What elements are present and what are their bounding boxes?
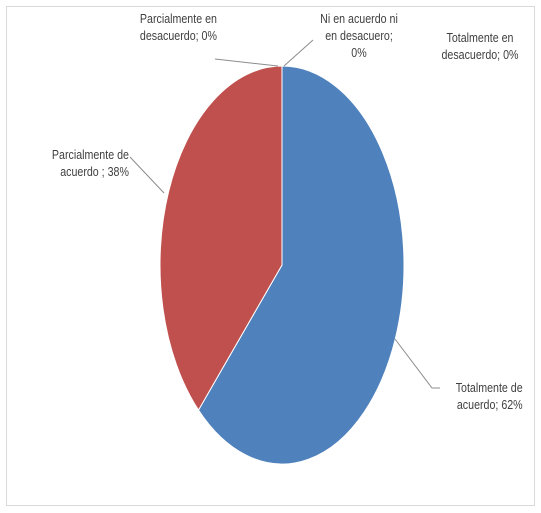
pie-slice-totalmente-de-acuerdo	[197, 65, 405, 465]
leader-line-ni-en-acuerdo	[283, 39, 314, 67]
data-label-parcialmente-en-desacuerdo: Parcialmente en desacuerdo; 0%	[139, 11, 217, 43]
data-label-totalmente-de-acuerdo: Totalmente de acuerdo; 62%	[456, 380, 523, 412]
data-label-totalmente-en-desacuerdo: Totalmente en desacuerdo; 0%	[441, 30, 519, 62]
data-label-parcialmente-de-acuerdo: Parcialmente de acuerdo ; 38%	[51, 147, 129, 179]
leader-line-totalmente-de-acuerdo	[394, 338, 440, 389]
leader-line-parcialmente-en-desacuerdo	[214, 58, 279, 67]
data-label-ni-en-acuerdo: Ni en acuerdo ni en desacuero; 0%	[320, 11, 398, 60]
pie-slice-parcialmente-de-acuerdo	[159, 65, 283, 412]
leader-line-parcialmente-de-acuerdo	[129, 156, 165, 194]
